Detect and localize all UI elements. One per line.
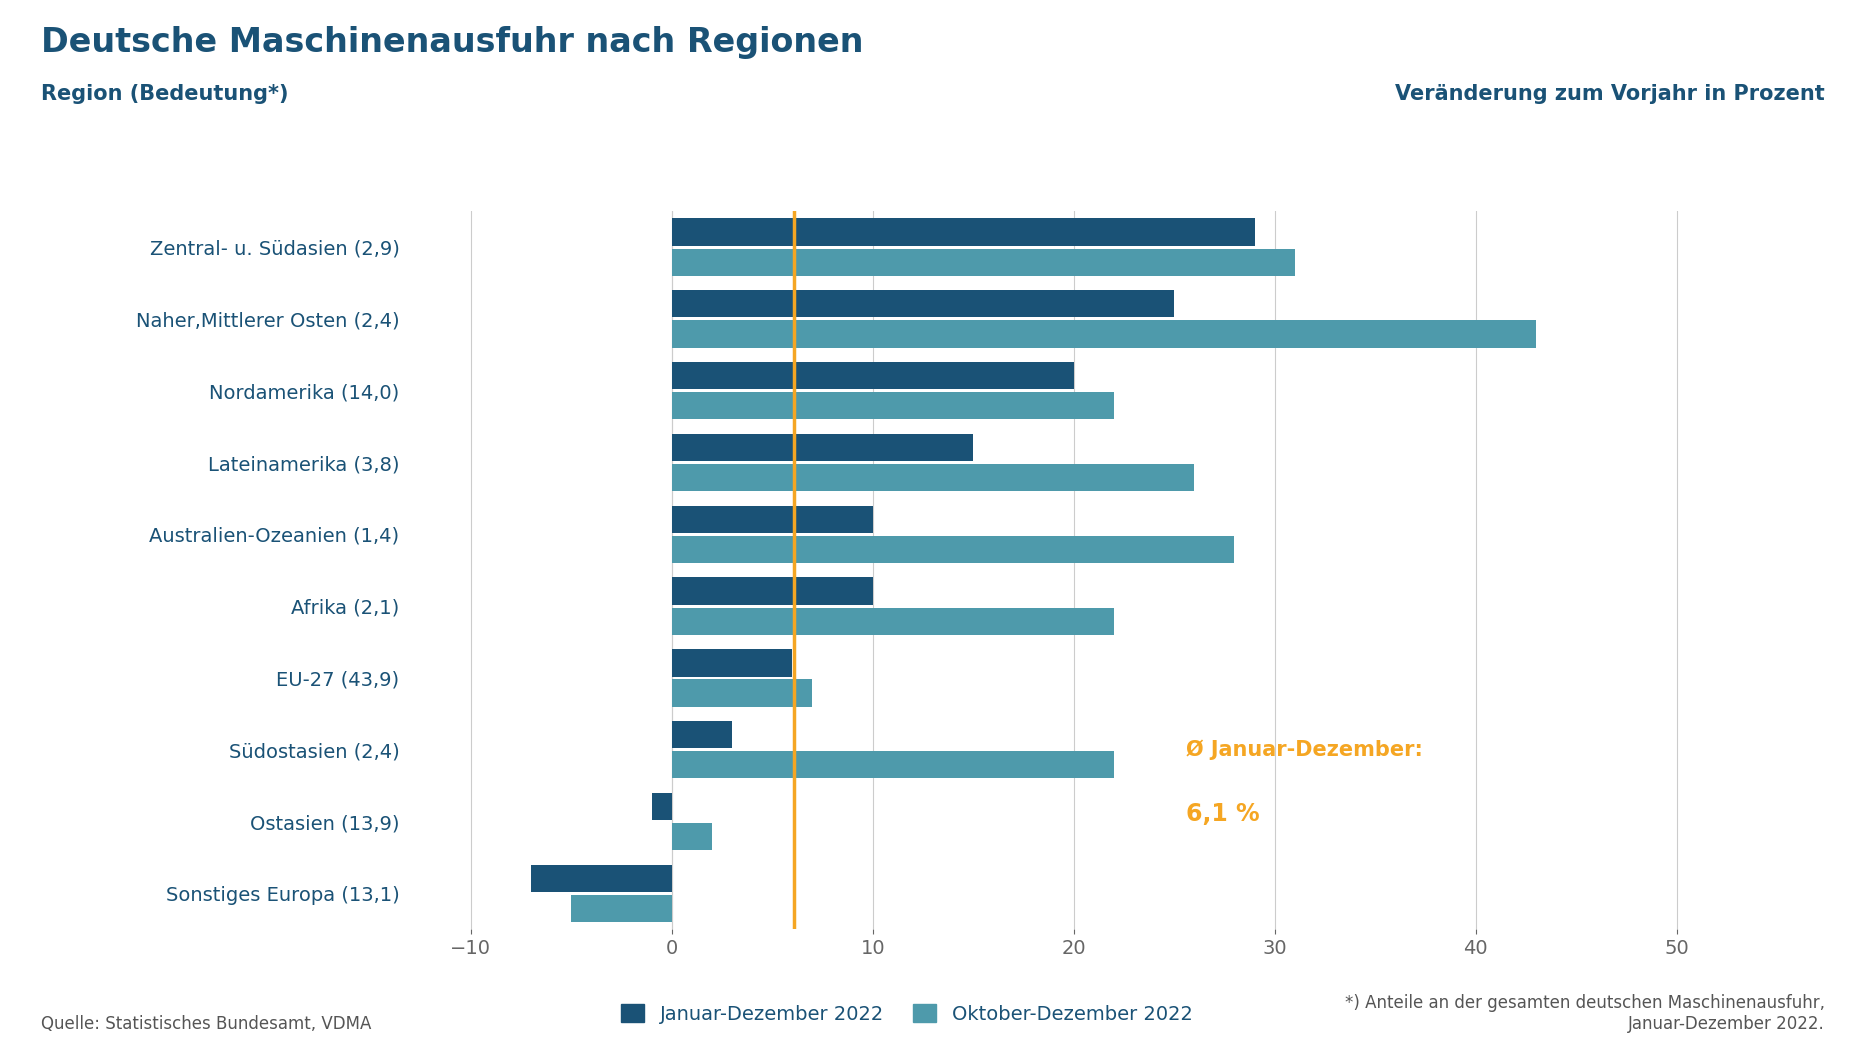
Bar	[532, 865, 672, 892]
Bar	[672, 290, 1174, 318]
Text: Quelle: Statistisches Bundesamt, VDMA: Quelle: Statistisches Bundesamt, VDMA	[41, 1015, 371, 1033]
Bar	[672, 607, 1114, 635]
Legend: Januar-Dezember 2022, Oktober-Dezember 2022: Januar-Dezember 2022, Oktober-Dezember 2…	[614, 997, 1200, 1032]
Bar	[651, 793, 672, 821]
Bar	[672, 320, 1536, 347]
Bar	[571, 894, 672, 922]
Bar	[672, 751, 1114, 778]
Bar	[672, 721, 731, 749]
Bar	[672, 578, 873, 605]
Bar	[672, 506, 873, 533]
Bar	[672, 362, 1073, 390]
Text: Veränderung zum Vorjahr in Prozent: Veränderung zum Vorjahr in Prozent	[1396, 84, 1825, 105]
Text: Deutsche Maschinenausfuhr nach Regionen: Deutsche Maschinenausfuhr nach Regionen	[41, 26, 864, 59]
Bar	[672, 464, 1194, 491]
Bar	[672, 392, 1114, 419]
Text: Ø Januar-Dezember:: Ø Januar-Dezember:	[1187, 739, 1424, 760]
Bar	[672, 434, 974, 461]
Bar	[672, 219, 1254, 246]
Bar	[672, 679, 812, 706]
Text: Region (Bedeutung*): Region (Bedeutung*)	[41, 84, 289, 105]
Text: 6,1 %: 6,1 %	[1187, 803, 1260, 827]
Bar	[672, 823, 713, 850]
Bar	[672, 649, 793, 677]
Text: *) Anteile an der gesamten deutschen Maschinenausfuhr,
Januar-Dezember 2022.: *) Anteile an der gesamten deutschen Mas…	[1345, 994, 1825, 1033]
Bar	[672, 535, 1235, 563]
Bar	[672, 248, 1295, 276]
